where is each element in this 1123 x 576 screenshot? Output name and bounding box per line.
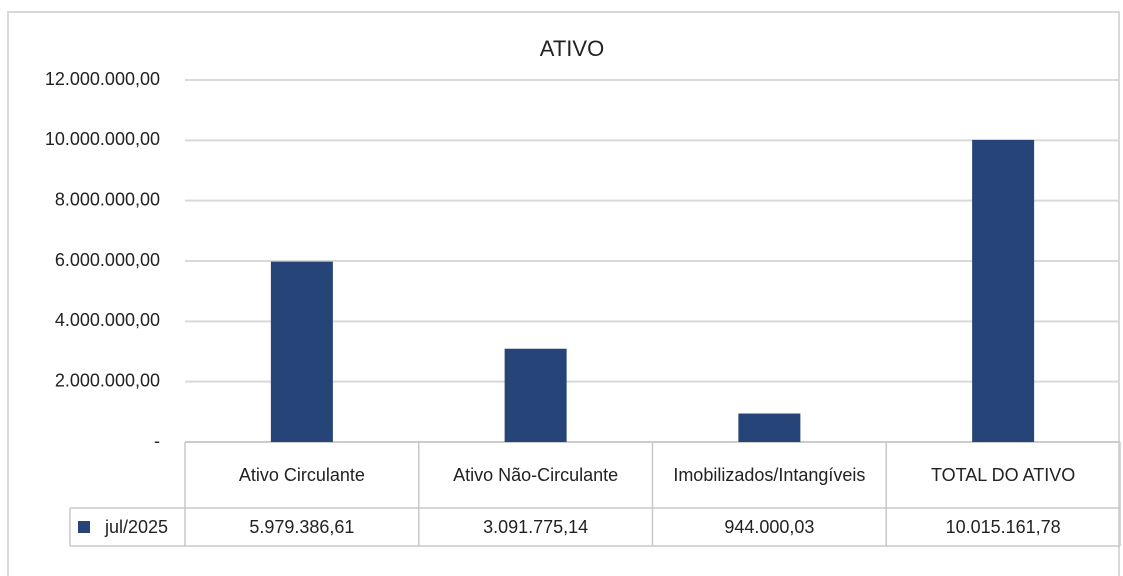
legend-swatch: [78, 521, 90, 533]
category-label: TOTAL DO ATIVO: [930, 465, 1076, 485]
table-value: 10.015.161,78: [945, 517, 1061, 537]
y-tick-label: -: [154, 431, 160, 451]
y-tick-label: 2.000.000,00: [55, 370, 160, 390]
category-label: Ativo Circulante: [238, 465, 365, 485]
y-tick-label: 4.000.000,00: [55, 310, 160, 330]
chart-frame: [7, 11, 1120, 576]
table-value: 3.091.775,14: [483, 517, 589, 537]
y-tick-label: 8.000.000,00: [55, 189, 160, 209]
y-tick-label: 10.000.000,00: [45, 129, 160, 149]
category-label: Imobilizados/Intangíveis: [673, 465, 866, 485]
bar: [270, 261, 333, 442]
y-tick-label: 6.000.000,00: [55, 250, 160, 270]
table-value: 5.979.386,61: [249, 517, 355, 537]
bar: [738, 413, 801, 442]
chart-title: ATIVO: [540, 36, 604, 61]
category-label: Ativo Não-Circulante: [453, 465, 619, 485]
bar: [504, 348, 567, 442]
table-value: 944.000,03: [724, 517, 815, 537]
bar: [972, 139, 1035, 442]
legend-label: jul/2025: [104, 517, 169, 537]
y-tick-label: 12.000.000,00: [45, 69, 160, 89]
